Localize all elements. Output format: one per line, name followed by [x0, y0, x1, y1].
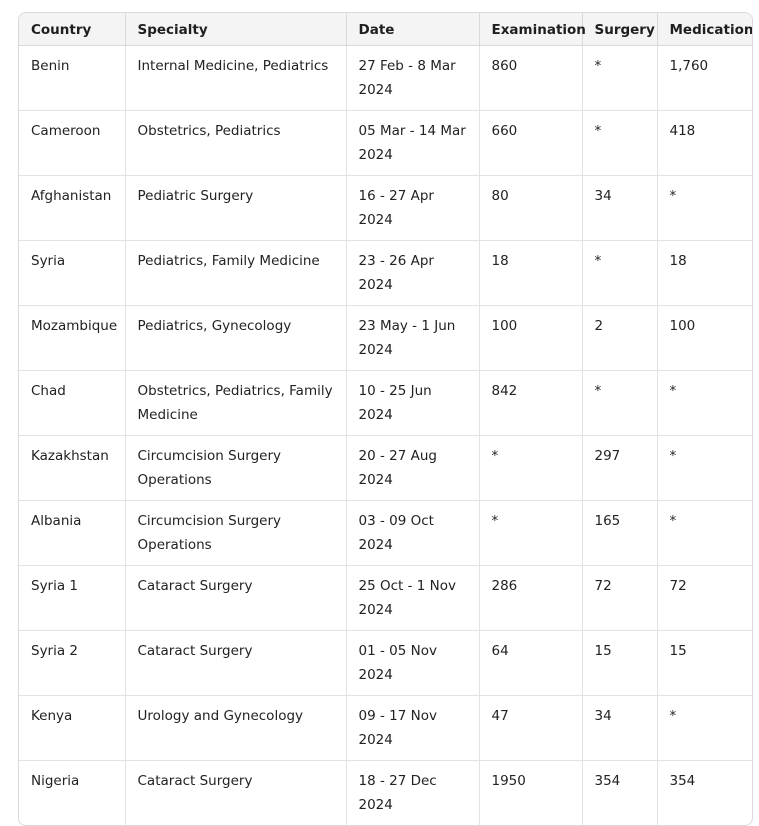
table-row: Syria 2 Cataract Surgery 01 - 05 Nov 2024 6…: [19, 630, 752, 696]
examination-cell: 100: [479, 305, 583, 371]
specialty-cell: Obstetrics, Pediatrics, Family Medicine: [125, 370, 347, 436]
date-cell: 09 - 17 Nov 2024: [346, 695, 480, 761]
column-header-surgery: Surgery: [582, 13, 658, 46]
surgery-cell: 34: [582, 175, 658, 241]
table-row: Mozambique Pediatrics, Gynecology 23 May -…: [19, 305, 752, 371]
examination-cell: 64: [479, 630, 583, 696]
table-row: Cameroon Obstetrics, Pediatrics 05 Mar - 1…: [19, 110, 752, 176]
table-row: Kenya Urology and Gynecology 09 - 17 Nov 2…: [19, 695, 752, 761]
country-cell: Mozambique: [19, 305, 126, 371]
country-cell: Cameroon: [19, 110, 126, 176]
table-row: Syria 1 Cataract Surgery 25 Oct - 1 Nov 20…: [19, 565, 752, 631]
medication-cell: *: [657, 175, 752, 241]
country-cell: Syria: [19, 240, 126, 306]
table-row: Afghanistan Pediatric Surgery 16 - 27 Apr …: [19, 175, 752, 241]
examination-cell: 860: [479, 45, 583, 111]
specialty-cell: Pediatrics, Family Medicine: [125, 240, 347, 306]
examination-cell: 842: [479, 370, 583, 436]
table-row: Chad Obstetrics, Pediatrics, Family Medic…: [19, 370, 752, 436]
country-cell: Afghanistan: [19, 175, 126, 241]
country-cell: Syria 1: [19, 565, 126, 631]
medication-cell: *: [657, 435, 752, 501]
medication-cell: 418: [657, 110, 752, 176]
surgery-cell: 72: [582, 565, 658, 631]
medication-cell: *: [657, 370, 752, 436]
specialty-cell: Urology and Gynecology: [125, 695, 347, 761]
column-header-date: Date: [346, 13, 480, 46]
country-cell: Albania: [19, 500, 126, 566]
surgery-cell: *: [582, 45, 658, 111]
medication-cell: 354: [669, 773, 696, 789]
surgery-cell: 297: [582, 435, 658, 501]
date-cell: 20 - 27 Aug 2024: [346, 435, 480, 501]
surgery-cell: 354: [582, 760, 658, 825]
table-row: Syria Pediatrics, Family Medicine 23 - 26 …: [19, 240, 752, 306]
examination-cell: *: [479, 500, 583, 566]
examination-cell: 47: [479, 695, 583, 761]
examination-cell: *: [479, 435, 583, 501]
surgery-cell: *: [582, 240, 658, 306]
country-cell: Benin: [19, 45, 126, 111]
country-cell: Chad: [19, 370, 126, 436]
medication-cell: 18: [657, 240, 752, 306]
country-cell: Kazakhstan: [19, 435, 126, 501]
surgery-cell: 15: [582, 630, 658, 696]
medication-cell: 15: [657, 630, 752, 696]
specialty-cell: Pediatric Surgery: [125, 175, 347, 241]
table-header: Country Specialty Date Examination Surge…: [19, 13, 752, 46]
examination-cell: 286: [479, 565, 583, 631]
medication-cell: 72: [657, 565, 752, 631]
specialty-cell: Cataract Surgery: [125, 760, 347, 825]
country-cell: Syria 2: [19, 630, 126, 696]
date-cell: 16 - 27 Apr 2024: [346, 175, 480, 241]
table-row: Nigeria Cataract Surgery 18 - 27 Dec 2024 1…: [19, 760, 752, 825]
date-cell: 27 Feb - 8 Mar 2024: [346, 45, 480, 111]
surgery-cell: 2: [582, 305, 658, 371]
examination-cell: 660: [479, 110, 583, 176]
specialty-cell: Circumcision Surgery Operations: [125, 435, 347, 501]
surgery-cell: 34: [582, 695, 658, 761]
specialty-cell: Cataract Surgery: [125, 630, 347, 696]
specialty-cell: Circumcision Surgery Operations: [125, 500, 347, 566]
medication-cell: *: [657, 500, 752, 566]
surgery-cell: 165: [582, 500, 658, 566]
surgery-cell: *: [582, 370, 658, 436]
column-header-country: Country: [19, 13, 126, 46]
column-header-examination: Examination: [479, 13, 586, 46]
table-row: Benin Internal Medicine, Pediatrics 27 Feb…: [19, 45, 752, 111]
date-cell: 23 - 26 Apr 2024: [346, 240, 480, 306]
country-cell: Kenya: [19, 695, 126, 761]
specialty-cell: Obstetrics, Pediatrics: [125, 110, 347, 176]
date-cell: 05 Mar - 14 Mar 2024: [346, 110, 480, 176]
examination-cell: 1950: [479, 760, 583, 825]
table-row: Kazakhstan Circumcision Surgery Operation…: [19, 435, 752, 501]
date-cell: 23 May - 1 Jun 2024: [346, 305, 480, 371]
table-row: Albania Circumcision Surgery Operations 03…: [19, 500, 752, 566]
table-body: Benin Internal Medicine, Pediatrics 27 Feb…: [19, 45, 752, 825]
examination-cell: 80: [479, 175, 583, 241]
medication-cell: 100: [657, 305, 752, 371]
medication-cell: *: [657, 695, 752, 761]
country-cell: Nigeria: [19, 760, 126, 825]
date-cell: 18 - 27 Dec 2024: [346, 760, 480, 825]
examination-cell: 18: [479, 240, 583, 306]
column-header-specialty: Specialty: [125, 13, 347, 46]
date-cell: 25 Oct - 1 Nov 2024: [346, 565, 480, 631]
surgery-cell: *: [582, 110, 658, 176]
date-cell: 10 - 25 Jun 2024: [346, 370, 480, 436]
column-header-medication: Medication: [657, 13, 752, 46]
date-cell: 03 - 09 Oct 2024: [346, 500, 480, 566]
specialty-cell: Internal Medicine, Pediatrics: [125, 45, 347, 111]
medication-cell: 1,760: [657, 45, 752, 111]
header-row: Country Specialty Date Examination Surge…: [19, 13, 752, 46]
missions-table: Country Specialty Date Examination Surge…: [19, 13, 752, 825]
date-cell: 01 - 05 Nov 2024: [346, 630, 480, 696]
data-table-container: Country Specialty Date Examination Surge…: [18, 12, 753, 826]
specialty-cell: Pediatrics, Gynecology: [125, 305, 347, 371]
specialty-cell: Cataract Surgery: [125, 565, 347, 631]
